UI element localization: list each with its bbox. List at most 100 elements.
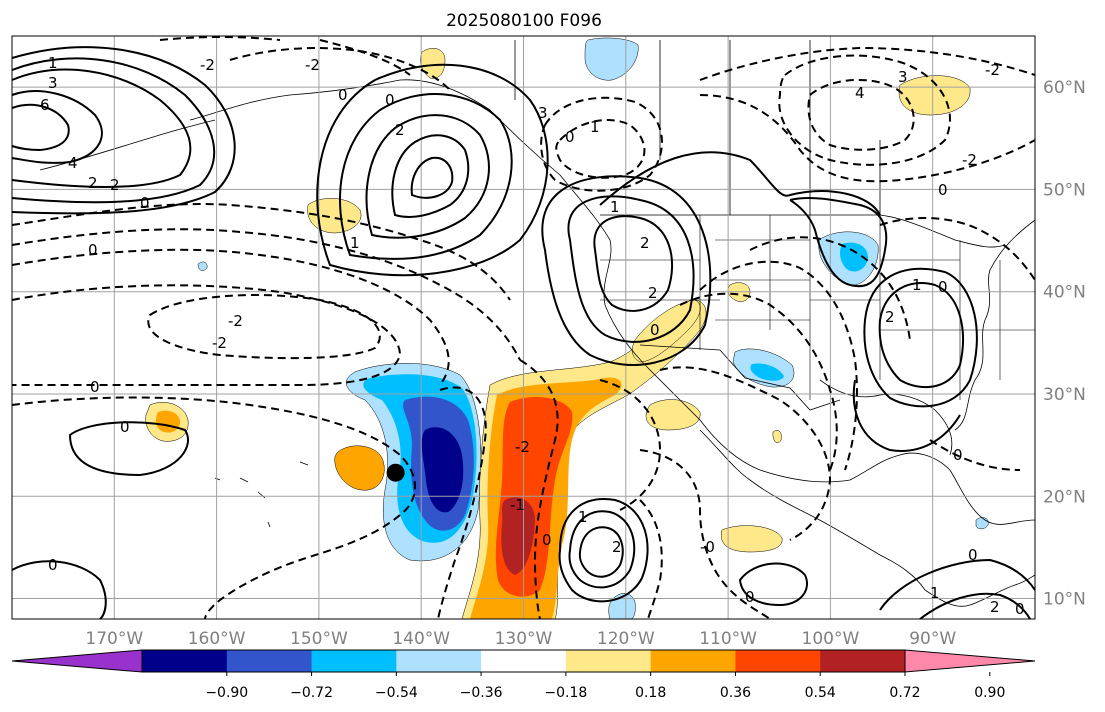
lon-tick-label: 150°W [290,629,348,649]
contour-dashed-11 [659,366,832,541]
contour-label: 0 [385,91,395,109]
contour-dashed-2 [11,228,521,361]
contour-dashed-12 [679,292,838,471]
shade-navy-central [421,427,464,513]
colorbar-bin [565,650,652,672]
shade-cyan-great-plains [840,242,868,272]
shade-yellow-gulf [772,430,782,443]
border-us-canada [600,214,1006,248]
shade-yellow-baja [645,399,701,431]
lat-tick-label: 60°N [1043,78,1086,98]
shade-yellow-west-coast [632,299,701,363]
contour-label: 3 [898,68,908,86]
shade-small-orange-west [334,445,385,491]
contour-label: 4 [855,84,865,102]
lat-tick-label: 20°N [1043,487,1086,507]
colorbar-tick-label: 0.72 [889,685,920,701]
colorbar-bin [226,650,313,672]
contour-label: 0 [90,378,100,396]
colorbar-tick-label: −0.36 [460,685,503,701]
colorbar-bin [311,650,397,672]
contour-label: 2 [88,174,98,192]
contour-dashed-10 [599,379,662,511]
contour-dashed-5 [147,294,381,360]
contour-label: 0 [565,128,575,146]
contour-west-2 [593,215,674,312]
contour-ridge-3 [391,134,470,218]
contour-dashed-16 [555,119,646,179]
coast-hawaii [214,461,309,528]
contour-tropics-2 [558,498,649,603]
contour-label: 1 [350,234,360,252]
contour-dashed-18 [778,54,951,166]
colorbar-tick-label: −0.72 [290,685,333,701]
contour-solid-nw-2 [11,57,216,204]
contour-west-3 [541,175,712,366]
contour-label: 2 [612,538,622,556]
contour-se-mex [738,562,808,607]
contour-solid-nw-5 [11,103,70,152]
map-panel: 6 4 2 2 0 1 3 0 0 0 0 -2 -2 0 0 2 1 -2 -… [11,35,1036,620]
contour-dashed-20 [699,46,1036,81]
shade-cyan-texas [750,363,784,381]
contour-dashed-26 [639,499,663,620]
contour-solid-nw-3 [11,46,236,215]
contour-ridge-4 [410,156,454,199]
colorbar-extend-low [11,649,143,673]
contour-dashed-19 [807,78,915,151]
colorbar-tick-label: −0.18 [544,685,587,701]
colorbar-bin [481,650,567,672]
contour-label: -2 [228,312,243,330]
contour-label: 2 [395,121,405,139]
colorbar-tick-label: 0.90 [974,685,1005,701]
contour-label: 3 [538,104,548,122]
colorbar-tick-label: 0.36 [720,685,751,701]
contour-label: 0 [938,181,948,199]
contour-label: -2 [200,56,215,74]
contour-dashed-17 [540,96,663,192]
contour-label: 0 [338,86,348,104]
contour-label: 2 [648,284,658,302]
contour-dashed-24 [319,39,411,76]
colorbar-tick-label: −0.54 [375,685,418,701]
contour-label: 3 [48,74,58,92]
contour-dashed-13 [699,260,858,471]
contour-ridge-5 [316,63,549,277]
contour-label: 1 [610,198,620,216]
contour-ridge-1 [339,93,513,260]
contour-caribbean [879,558,1036,611]
contour-dashed-15 [879,217,1036,281]
coastline-layer [39,40,1036,607]
latitude-labels: 60°N 50°N 40°N 30°N 20°N 10°N [1043,78,1086,609]
contour-label: 0 [140,194,150,212]
contour-label: 1 [912,276,922,294]
contour-dashed-7 [204,514,401,620]
contour-label: -2 [212,334,227,352]
contour-label: -2 [305,56,320,74]
location-marker [386,463,405,482]
colorbar-tick-label: 0.18 [635,685,666,701]
contour-label: 2 [640,234,650,252]
contour-label: 1 [590,118,600,136]
colorbar [11,649,1036,673]
contour-solid-nw-4 [11,90,103,164]
lon-tick-label: 90°W [909,629,956,649]
contour-dashed-6 [11,396,416,516]
contour-dashed-8 [437,386,487,620]
contour-ridge-2 [365,114,490,239]
contour-caribbean-2 [919,592,1031,620]
shade-lightblue-caribbean [975,517,989,530]
contour-dashed-14 [749,236,911,341]
contour-dashed-3 [11,248,450,386]
contour-west-1 [567,195,695,343]
contour-label: 2 [990,598,1000,616]
contour-label: 2 [885,308,895,326]
shade-lightblue-canada [584,37,639,81]
colorbar-bin [650,650,736,672]
contour-dashed-9 [519,359,559,620]
contour-layer [11,46,1036,620]
contour-tropics-1 [568,510,636,589]
shade-yellow-150w-50n [307,198,362,234]
lat-tick-label: 30°N [1043,385,1086,405]
lon-tick-label: 170°W [85,629,143,649]
